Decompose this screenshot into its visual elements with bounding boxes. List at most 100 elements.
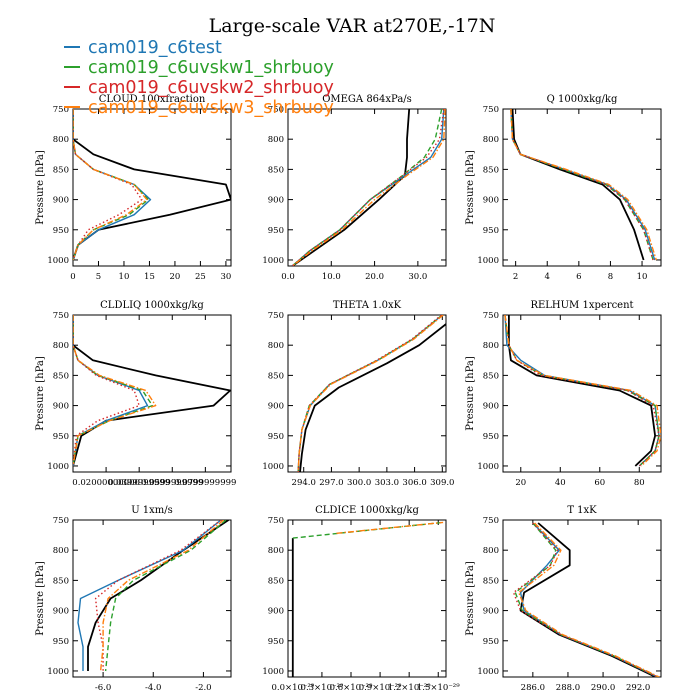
panel-4: CLDLIQ 1000xkg/kg 750 800 850 900 950 10000.02… [35,300,236,488]
series-line-2 [297,315,443,472]
series-line-1 [511,109,645,261]
panel-5: THETA 1.0xK 750 800 850 900 950 1000 294.0 297.0… [262,300,454,488]
x-tick-label: -4.0 [145,683,161,693]
y-tick-label: 800 [268,546,284,556]
x-tick-label: 306.0 [402,478,426,488]
series-line-3 [73,315,154,467]
series-line-2 [510,109,656,261]
y-tick-label: 850 [53,165,69,175]
legend-label: cam019_c6uvskw1_shrbuoy [88,58,334,78]
series-line-5 [297,315,444,472]
y-tick-label: 800 [53,135,69,145]
y-tick-label: 750 [268,516,284,526]
x-tick-label: 309.0 [430,478,454,488]
y-tick-label: 800 [268,341,284,351]
y-tick-label: 900 [483,607,499,617]
y-axis-label: Pressure [hPa] [465,150,476,225]
y-tick-label: 900 [483,402,499,412]
series-line-3 [297,315,443,472]
series-group [512,522,660,677]
panel-8: CLDICE 1000xkg/kg 750 800 850 900 950 1000 0.0×… [262,505,460,693]
x-tick-label: 5 [96,272,101,282]
x-tick-label: 1.2×10⁻²⁹ [388,683,431,693]
panel-title: OMEGA 864xPa/s [322,94,412,105]
x-tick-label: 10.0 [322,272,341,282]
series-line-4 [94,520,222,671]
series-line-1 [291,109,411,266]
y-tick-label: 1000 [262,667,284,677]
panel-title: CLDICE 1000xkg/kg [315,505,419,516]
x-tick-label: 30 [220,272,231,282]
x-tick-label: 0.0599999999 [141,478,203,488]
series-line-2 [73,315,149,467]
y-tick-label: 950 [483,226,499,236]
y-tick-label: 850 [53,576,69,586]
series-line-4 [297,315,442,472]
x-tick-label: 0.0799999999 [174,478,236,488]
series-line-3 [336,521,444,534]
y-tick-label: 950 [268,637,284,647]
plot-frame [502,519,662,678]
series-line-4 [73,315,140,467]
panel-title: T 1xK [567,505,597,516]
y-tick-label: 800 [53,341,69,351]
x-tick-label: 0.02000000000 [72,478,140,488]
x-tick-label: -6.0 [95,683,111,693]
panel-7: U 1xm/s 750 800 850 900 950 1000 -6.0 -4.0 -2.0 Pr… [35,505,232,693]
panel-title: CLDLIQ 1000xkg/kg [100,300,204,311]
series-line-5 [504,315,661,467]
y-tick-label: 800 [483,546,499,556]
x-tick-label: 0.0 [281,272,295,282]
x-tick-label: 40 [555,478,566,488]
panel-2: OMEGA 864xPa/s 750 800 850 900 950 1000 0.0 10.0… [262,94,447,282]
y-tick-label: 900 [268,402,284,412]
x-tick-label: 60 [594,478,605,488]
y-tick-label: 750 [483,105,499,115]
series-line-2 [77,520,222,671]
y-axis-label: Pressure [hPa] [35,561,46,636]
series-line-4 [504,315,660,467]
y-tick-label: 950 [483,637,499,647]
y-tick-label: 800 [483,135,499,145]
y-tick-label: 1000 [477,256,499,266]
series-line-5 [510,109,657,261]
series-line-1 [299,323,446,472]
y-tick-label: 1000 [47,256,69,266]
series-group [77,520,229,672]
series-line-4 [291,109,445,266]
x-tick-label: 0.0399999999 [108,478,170,488]
y-tick-label: 1000 [47,667,69,677]
y-tick-label: 850 [53,371,69,381]
y-tick-label: 850 [268,576,284,586]
x-tick-label: 303.0 [375,478,399,488]
x-tick-label: 300.0 [347,478,371,488]
series-group [73,109,231,261]
panel-title: THETA 1.0xK [333,300,402,311]
series-line-3 [510,109,654,261]
x-tick-label: 294.0 [292,478,316,488]
x-tick-label: 30.0 [408,272,427,282]
x-tick-label: 20 [170,272,181,282]
x-tick-label: 0.6×10⁻²⁹ [330,683,373,693]
x-tick-label: 288.0 [556,683,580,693]
plot-frame [72,519,232,678]
x-tick-label: 20.0 [365,272,384,282]
series-line-2 [519,522,658,677]
series-line-4 [512,522,658,677]
series-group [73,315,231,467]
y-tick-label: 750 [483,516,499,526]
y-tick-label: 1000 [262,256,284,266]
series-line-1 [519,522,657,677]
series-line-3 [504,315,660,467]
y-tick-label: 850 [483,165,499,175]
panel-title: RELHUM 1xpercent [530,300,633,311]
panel-title: CLOUD 100xfraction [99,94,206,105]
y-tick-label: 750 [53,311,69,321]
y-tick-label: 850 [483,576,499,586]
series-group [291,521,444,677]
y-tick-label: 1000 [477,462,499,472]
y-tick-label: 900 [53,607,69,617]
plot-frame [502,314,662,473]
panel-6: RELHUM 1xpercent 750 800 850 900 950 1000 20 40 6… [465,300,662,488]
